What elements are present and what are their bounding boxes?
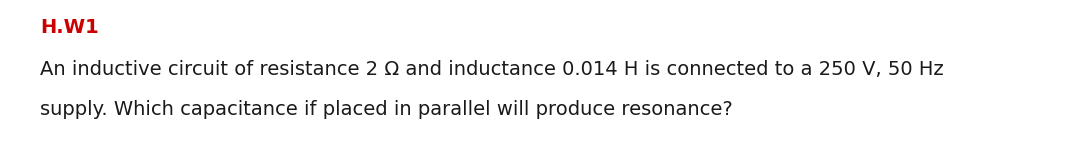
Text: An inductive circuit of resistance 2 Ω and inductance 0.014 H is connected to a : An inductive circuit of resistance 2 Ω a… xyxy=(40,60,944,79)
Text: H.W1: H.W1 xyxy=(40,18,98,37)
Text: supply. Which capacitance if placed in parallel will produce resonance?: supply. Which capacitance if placed in p… xyxy=(40,100,732,119)
